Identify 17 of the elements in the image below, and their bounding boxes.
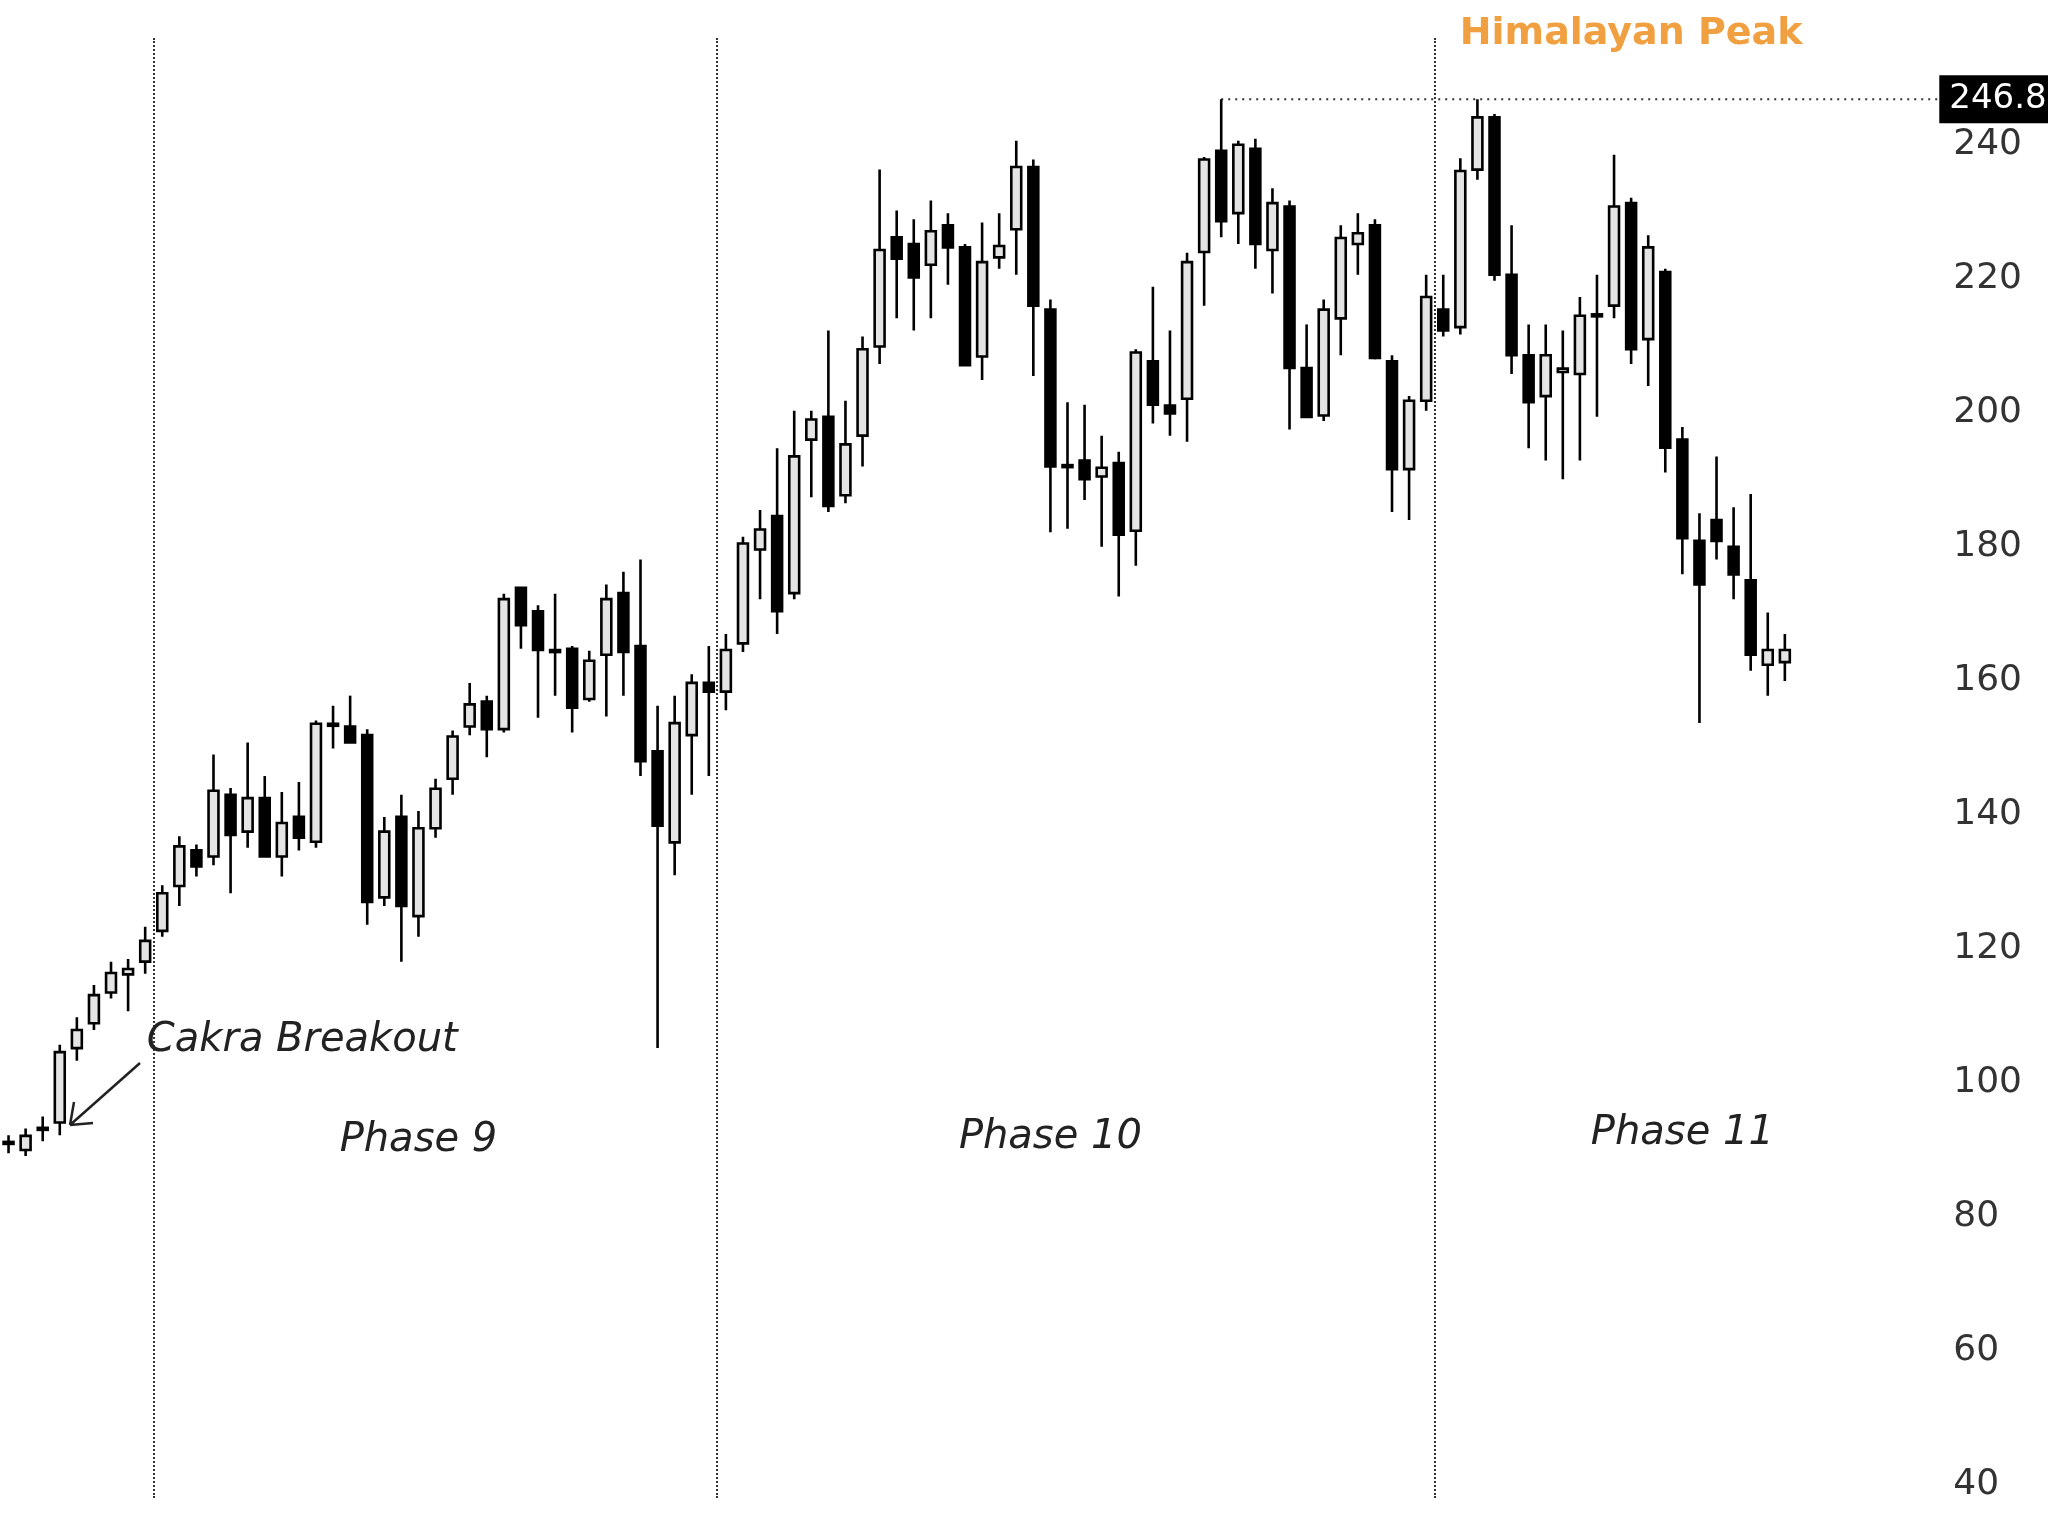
annotation: Himalayan Peak bbox=[1459, 8, 1803, 53]
y-tick-label: 160 bbox=[1953, 657, 2023, 699]
y-tick-label: 180 bbox=[1953, 523, 2023, 565]
y-tick-label: 200 bbox=[1953, 389, 2023, 431]
annotation: Cakra Breakout bbox=[146, 1013, 458, 1060]
y-tick-label: 100 bbox=[1953, 1059, 2023, 1101]
y-tick-label: 60 bbox=[1953, 1327, 2000, 1369]
y-tick-label: 220 bbox=[1953, 255, 2023, 297]
ref-line-label: 246.8 bbox=[1949, 76, 2047, 117]
y-tick-label: 120 bbox=[1953, 925, 2023, 967]
y-tick-label: 240 bbox=[1953, 121, 2023, 163]
y-tick-label: 40 bbox=[1953, 1461, 2000, 1503]
y-tick-label: 80 bbox=[1953, 1193, 2000, 1235]
annotation: Phase 10 bbox=[958, 1110, 1142, 1157]
annotation: Phase 9 bbox=[339, 1113, 498, 1160]
y-tick-label: 140 bbox=[1953, 791, 2023, 833]
annotation: Phase 11 bbox=[1590, 1107, 1774, 1154]
